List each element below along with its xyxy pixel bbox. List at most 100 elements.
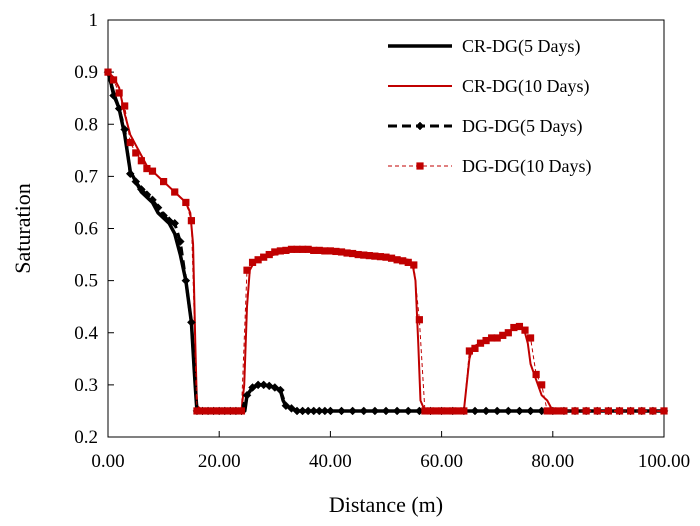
x-tick-label: 60.00 bbox=[420, 451, 463, 472]
data-point bbox=[526, 334, 535, 342]
series-dg-dg-10-days- bbox=[104, 68, 668, 415]
data-point bbox=[399, 257, 407, 265]
data-point bbox=[276, 247, 284, 255]
axes-layer: 0.2 0.3 0.4 0.5 0.6 0.7 0.8 0.9 1 0.00 20.00 40.00 6… bbox=[74, 10, 690, 472]
data-point bbox=[538, 381, 546, 389]
data-point bbox=[359, 406, 369, 416]
data-point bbox=[159, 211, 168, 220]
series-dg-dg-5-days- bbox=[103, 67, 669, 416]
data-point bbox=[404, 258, 412, 266]
data-point bbox=[393, 256, 401, 264]
data-point bbox=[109, 76, 118, 84]
data-point bbox=[349, 249, 357, 258]
data-point bbox=[532, 370, 540, 379]
legend-label: DG-DG(10 Days) bbox=[462, 156, 591, 177]
legend-swatch-marker bbox=[416, 162, 424, 170]
data-point bbox=[131, 177, 141, 186]
data-point bbox=[354, 250, 362, 259]
y-tick-label: 0.2 bbox=[74, 427, 98, 448]
y-tick-label: 0.4 bbox=[74, 323, 98, 344]
data-point bbox=[148, 167, 157, 175]
data-point bbox=[521, 326, 529, 334]
legend-entry: CR-DG(10 Days) bbox=[388, 76, 590, 97]
data-point bbox=[160, 177, 168, 186]
x-tick-label: 20.00 bbox=[198, 451, 241, 472]
data-point bbox=[193, 407, 201, 415]
data-point bbox=[549, 407, 557, 415]
data-point bbox=[499, 331, 507, 339]
data-point bbox=[143, 164, 151, 173]
data-point bbox=[332, 247, 340, 256]
data-point bbox=[471, 344, 479, 352]
data-point bbox=[326, 406, 335, 416]
legend: CR-DG(5 Days) CR-DG(10 Days) DG-DG(5 Days)… bbox=[388, 36, 591, 177]
data-point bbox=[304, 245, 312, 253]
data-point bbox=[321, 247, 329, 255]
data-point bbox=[326, 247, 334, 255]
data-point bbox=[299, 245, 307, 253]
data-point bbox=[493, 334, 501, 342]
data-point bbox=[153, 203, 163, 213]
data-point bbox=[571, 407, 579, 415]
data-point bbox=[481, 406, 491, 416]
data-point bbox=[638, 407, 646, 415]
data-point bbox=[276, 385, 285, 395]
data-point bbox=[287, 245, 296, 253]
data-point bbox=[421, 407, 429, 415]
data-point bbox=[337, 406, 346, 416]
data-point bbox=[226, 407, 234, 415]
data-point bbox=[125, 169, 135, 179]
series-layer bbox=[103, 67, 669, 416]
data-point bbox=[476, 339, 485, 347]
data-point bbox=[232, 407, 240, 415]
data-point bbox=[343, 249, 351, 257]
y-tick-label: 0.6 bbox=[74, 219, 98, 240]
legend-entry: DG-DG(5 Days) bbox=[388, 116, 582, 137]
data-point bbox=[204, 407, 212, 415]
data-point bbox=[454, 407, 462, 415]
data-point bbox=[170, 218, 180, 228]
data-point bbox=[560, 407, 568, 415]
data-point bbox=[248, 258, 257, 266]
data-point bbox=[604, 407, 612, 415]
data-point bbox=[403, 406, 413, 416]
data-point bbox=[465, 347, 473, 355]
data-point bbox=[182, 198, 190, 207]
data-point bbox=[293, 245, 301, 253]
y-axis-title: Saturation bbox=[10, 183, 35, 273]
data-point bbox=[137, 157, 145, 165]
data-point bbox=[392, 406, 402, 416]
data-point bbox=[371, 252, 379, 260]
y-tick-label: 0.5 bbox=[74, 271, 98, 292]
legend-entry: DG-DG(10 Days) bbox=[388, 156, 591, 177]
data-point bbox=[310, 246, 318, 254]
data-point bbox=[365, 252, 373, 260]
legend-swatch-marker bbox=[415, 121, 425, 131]
data-point bbox=[432, 407, 440, 415]
data-point bbox=[142, 190, 152, 199]
data-point bbox=[515, 406, 524, 416]
data-point bbox=[443, 407, 451, 415]
data-point bbox=[242, 390, 252, 400]
data-point bbox=[426, 407, 435, 415]
data-point bbox=[271, 248, 279, 256]
data-point bbox=[415, 316, 423, 324]
data-point bbox=[315, 246, 323, 254]
data-point bbox=[175, 237, 185, 246]
data-point bbox=[381, 406, 391, 416]
data-point bbox=[543, 407, 551, 415]
data-point bbox=[554, 407, 562, 415]
data-point bbox=[187, 317, 196, 327]
x-tick-label: 80.00 bbox=[531, 451, 574, 472]
data-point bbox=[181, 276, 191, 285]
y-tick-label: 0.9 bbox=[74, 62, 98, 83]
data-point bbox=[187, 217, 195, 225]
data-point bbox=[582, 407, 590, 415]
data-point bbox=[438, 407, 446, 415]
x-tick-label: 40.00 bbox=[309, 451, 352, 472]
data-point bbox=[387, 254, 396, 262]
legend-label: CR-DG(5 Days) bbox=[462, 36, 581, 57]
y-tick-label: 0.7 bbox=[74, 166, 98, 187]
data-point bbox=[104, 68, 112, 76]
